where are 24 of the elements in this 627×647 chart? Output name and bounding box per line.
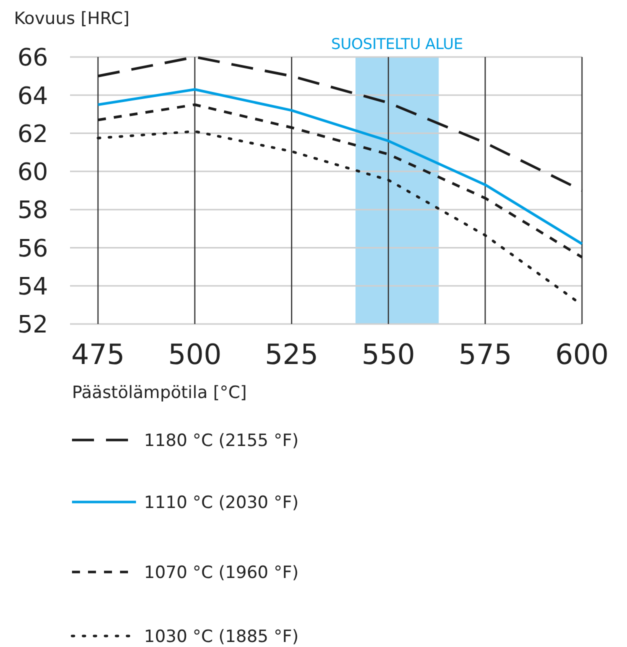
x-tick-label: 575 bbox=[458, 338, 512, 371]
x-tick-label: 550 bbox=[362, 338, 416, 371]
x-axis-title: Päästölämpötila [°C] bbox=[72, 383, 247, 403]
legend-label: 1180 °C (2155 °F) bbox=[144, 431, 299, 452]
x-tick-label: 600 bbox=[555, 338, 609, 371]
y-tick-label: 60 bbox=[17, 158, 48, 186]
line-series bbox=[96, 103, 584, 259]
y-tick-label: 54 bbox=[17, 272, 48, 300]
y-tick-label: 62 bbox=[17, 120, 48, 148]
x-tick-label: 475 bbox=[71, 338, 125, 371]
y-tick-label: 66 bbox=[17, 44, 48, 72]
x-tick-label: 525 bbox=[264, 338, 318, 371]
line-series bbox=[96, 56, 584, 192]
y-axis-title: Kovuus [HRC] bbox=[14, 9, 130, 29]
x-tick-label: 500 bbox=[168, 338, 222, 371]
y-tick-label: 52 bbox=[17, 310, 48, 339]
band-label: SUOSITELTU ALUE bbox=[331, 35, 464, 53]
y-tick-label: 56 bbox=[17, 234, 48, 262]
legend-label: 1070 °C (1960 °F) bbox=[144, 563, 299, 584]
y-tick-label: 64 bbox=[17, 82, 48, 110]
y-tick-label: 58 bbox=[17, 196, 48, 224]
legend-label: 1030 °C (1885 °F) bbox=[144, 627, 299, 647]
legend-label: 1110 °C (2030 °F) bbox=[144, 493, 299, 514]
line-series bbox=[96, 88, 584, 246]
